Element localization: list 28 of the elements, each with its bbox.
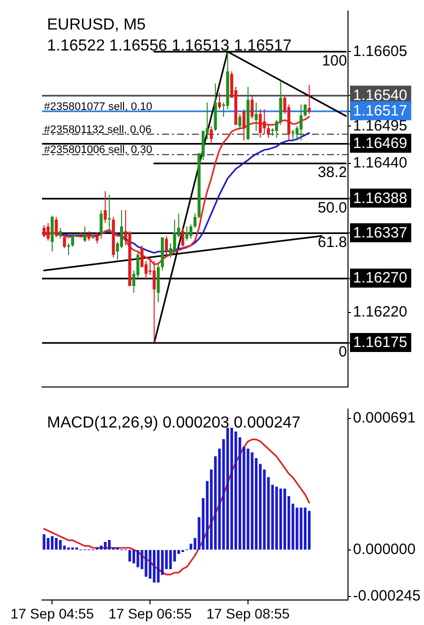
y-tick-label: 0.000691: [353, 409, 416, 426]
ref-line-label: #235801077 sell, 0.10: [44, 100, 152, 113]
x-tick-label: 17 Sep 04:55: [10, 605, 94, 622]
text: 1.16522 1.16556 1.16513 1.16517: [47, 37, 292, 54]
y-tick-label: 1.16175: [353, 334, 408, 352]
ref-line-label: #235801006 sell, 0.30: [44, 144, 152, 156]
y-tick-label: 1.16517: [353, 102, 408, 120]
annotation: 0: [338, 344, 347, 361]
y-tick-label: 1.16440: [353, 154, 408, 172]
chart-title: EURUSD, M5: [47, 16, 146, 34]
y-tick-label: 1.16388: [353, 190, 408, 207]
x-tick-label: 17 Sep 06:55: [108, 605, 192, 622]
y-tick-label: 1.16495: [353, 117, 408, 134]
y-tick-label: 1.16270: [353, 270, 408, 287]
ref-line-label: #235801132 sell, 0.06: [44, 124, 152, 136]
y-tick-label: 1.16220: [353, 304, 408, 321]
y-tick-label: 1.16540: [353, 86, 408, 104]
y-tick-label: -0.000245: [353, 588, 421, 605]
y-tick-label: 1.16605: [353, 42, 408, 60]
x-tick-label: 17 Sep 08:55: [206, 605, 290, 622]
chart-title: MACD(12,26,9) 0.000203 0.000247: [47, 414, 301, 432]
annotation: 50.0: [318, 199, 347, 216]
y-tick-label: 1.16337: [353, 224, 408, 242]
y-tick-label: 0.000000: [353, 540, 416, 558]
annotation: 38.2: [318, 164, 347, 182]
y-tick-label: 1.16469: [353, 134, 408, 152]
annotation: 100: [322, 52, 347, 70]
annotation: 61.8: [318, 234, 347, 251]
